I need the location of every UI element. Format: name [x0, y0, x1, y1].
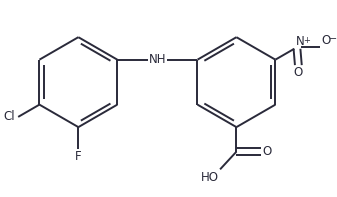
- Text: −: −: [329, 34, 337, 44]
- Text: O: O: [321, 34, 331, 47]
- Text: O: O: [294, 66, 303, 79]
- Text: Cl: Cl: [4, 110, 16, 123]
- Text: F: F: [75, 150, 82, 163]
- Text: NH: NH: [149, 53, 166, 66]
- Text: O: O: [262, 145, 272, 158]
- Text: +: +: [303, 36, 310, 45]
- Text: N: N: [296, 35, 304, 48]
- Text: HO: HO: [201, 171, 219, 184]
